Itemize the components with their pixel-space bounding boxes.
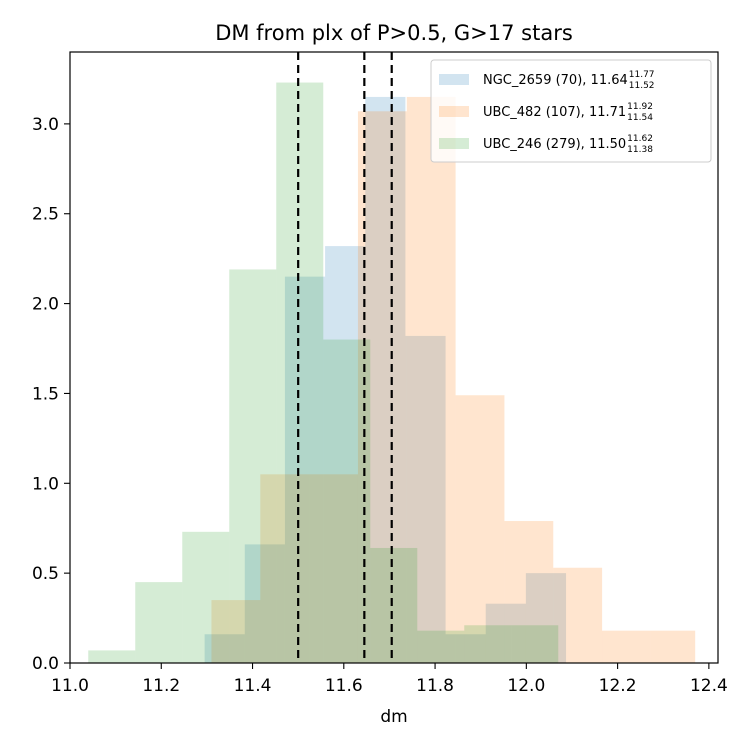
bar-series-0-bin-4: [365, 96, 406, 664]
x-tick-label-1: 11.2: [142, 676, 180, 696]
legend-swatch-2: [439, 138, 469, 149]
legend-lower-bound-2: 11.38: [627, 145, 653, 155]
bar-series-2-bin-7: [417, 630, 465, 663]
bar-series-0-bin-5: [405, 335, 446, 663]
bar-series-2-bin-3: [229, 269, 277, 663]
x-tick-label-7: 12.4: [690, 676, 728, 696]
bar-series-0-bin-6: [445, 634, 486, 663]
y-tick-label-2: 1.0: [32, 474, 59, 494]
y-tick-label-5: 2.5: [32, 205, 59, 225]
x-tick-label-5: 12.0: [507, 676, 545, 696]
bar-series-0-bin-8: [525, 573, 567, 663]
histogram-bars: [88, 82, 696, 664]
bar-series-1-bin-3: [357, 111, 407, 664]
bar-series-1-bin-8: [602, 630, 651, 663]
bar-series-0-bin-2: [284, 276, 326, 663]
y-tick-label-3: 1.5: [32, 384, 59, 404]
y-tick-label-4: 2.0: [32, 295, 59, 315]
bar-series-0-bin-1: [244, 544, 285, 663]
y-axis-ticks: 0.0 0.5 1.0 1.5 2.0 2.5 3.0: [32, 115, 70, 674]
bar-series-0-bin-3: [325, 246, 366, 664]
bar-series-1-bin-0: [211, 600, 261, 663]
bar-series-1-bin-9: [650, 630, 696, 663]
bar-series-1-bin-6: [504, 521, 554, 663]
legend-swatch-0: [439, 74, 469, 85]
y-tick-label-6: 3.0: [32, 115, 59, 135]
bar-series-1-bin-7: [553, 567, 603, 663]
legend-upper-bound-0: 11.77: [629, 70, 655, 80]
legend-label-1: UBC_482 (107), 11.71: [483, 105, 626, 120]
bar-series-0-bin-0: [204, 634, 245, 663]
x-tick-label-4: 11.8: [416, 676, 454, 696]
x-tick-label-6: 12.2: [599, 676, 637, 696]
bar-series-1-bin-5: [455, 395, 505, 663]
legend-label-0: NGC_2659 (70), 11.64: [483, 73, 628, 88]
bar-series-0-bin-7: [485, 603, 526, 663]
legend-swatch-1: [439, 106, 469, 117]
chart-title: DM from plx of P>0.5, G>17 stars: [215, 21, 573, 45]
legend-upper-bound-2: 11.62: [627, 134, 653, 144]
bar-series-2-bin-1: [135, 582, 183, 663]
x-tick-label-0: 11.0: [51, 676, 89, 696]
reference-lines: [297, 52, 393, 663]
bar-series-2-bin-4: [276, 82, 324, 664]
legend-label-2: UBC_246 (279), 11.50: [483, 137, 626, 152]
bar-series-1-bin-4: [406, 96, 456, 664]
legend-lower-bound-0: 11.52: [629, 81, 655, 91]
bar-series-2-bin-2: [182, 531, 230, 663]
y-tick-label-1: 0.5: [32, 564, 59, 584]
plot-frame: [69, 51, 719, 664]
legend-frame: [430, 59, 712, 163]
bar-series-2-bin-6: [370, 547, 418, 663]
legend-lower-bound-1: 11.54: [627, 113, 653, 123]
bar-series-2-bin-8: [464, 625, 512, 663]
y-tick-label-0: 0.0: [32, 654, 59, 674]
x-tick-label-3: 11.6: [325, 676, 363, 696]
x-axis-label: dm: [380, 707, 407, 727]
bar-series-1-bin-2: [309, 474, 358, 663]
bar-series-1-bin-1: [260, 474, 310, 663]
bar-series-2-bin-5: [323, 339, 371, 663]
legend-upper-bound-1: 11.92: [627, 102, 653, 112]
x-tick-label-2: 11.4: [234, 676, 272, 696]
bar-series-2-bin-0: [88, 650, 136, 663]
x-axis-ticks: 11.0 11.2 11.4 11.6 11.8 12.0 12.2 12.4: [51, 663, 728, 696]
bar-series-2-bin-9: [511, 625, 559, 663]
